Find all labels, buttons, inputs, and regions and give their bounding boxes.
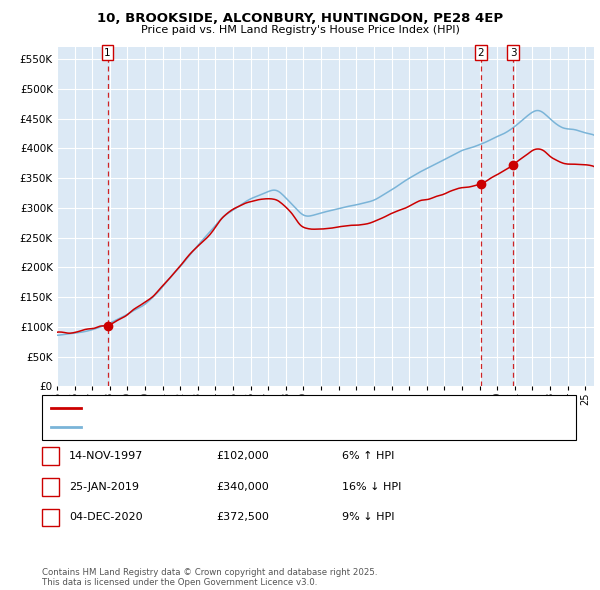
Text: 2: 2 [47,482,54,491]
Text: 3: 3 [47,513,54,522]
Text: 3: 3 [510,48,517,58]
Text: £102,000: £102,000 [216,451,269,461]
Text: Contains HM Land Registry data © Crown copyright and database right 2025.
This d: Contains HM Land Registry data © Crown c… [42,568,377,587]
Text: 14-NOV-1997: 14-NOV-1997 [69,451,143,461]
Text: 04-DEC-2020: 04-DEC-2020 [69,513,143,522]
Text: 16% ↓ HPI: 16% ↓ HPI [342,482,401,491]
Text: 1: 1 [104,48,111,58]
Text: HPI: Average price, detached house, Huntingdonshire: HPI: Average price, detached house, Hunt… [86,422,347,432]
Text: 10, BROOKSIDE, ALCONBURY, HUNTINGDON, PE28 4EP: 10, BROOKSIDE, ALCONBURY, HUNTINGDON, PE… [97,12,503,25]
Text: 25-JAN-2019: 25-JAN-2019 [69,482,139,491]
Text: 1: 1 [47,451,54,461]
Text: 10, BROOKSIDE, ALCONBURY, HUNTINGDON, PE28 4EP (detached house): 10, BROOKSIDE, ALCONBURY, HUNTINGDON, PE… [86,403,444,412]
Text: Price paid vs. HM Land Registry's House Price Index (HPI): Price paid vs. HM Land Registry's House … [140,25,460,35]
Text: £340,000: £340,000 [216,482,269,491]
Text: £372,500: £372,500 [216,513,269,522]
Text: 2: 2 [478,48,484,58]
Text: 6% ↑ HPI: 6% ↑ HPI [342,451,394,461]
Text: 9% ↓ HPI: 9% ↓ HPI [342,513,395,522]
